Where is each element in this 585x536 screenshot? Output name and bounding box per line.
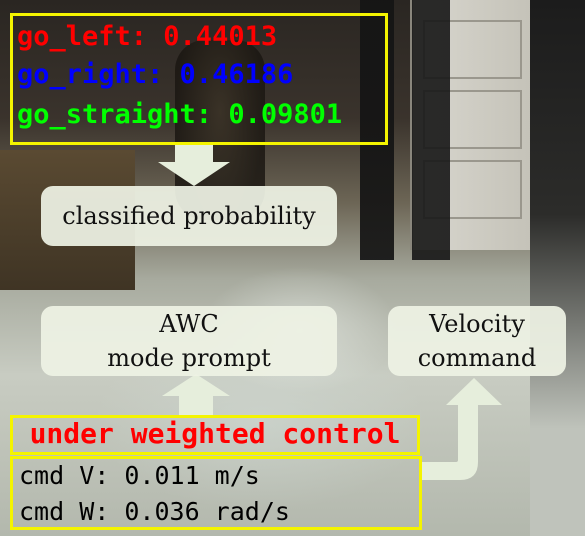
velocity-readout-box: cmd V: 0.011 m/s cmd W: 0.036 rad/s bbox=[10, 456, 422, 530]
cmd-v-readout: cmd V: 0.011 m/s bbox=[19, 461, 260, 490]
person-legs-background bbox=[360, 0, 450, 260]
cmd-w-readout: cmd W: 0.036 rad/s bbox=[19, 497, 290, 526]
classified-probability-label: classified probability bbox=[62, 202, 316, 230]
arrow-to-velocity bbox=[422, 378, 502, 480]
arrow-to-classified bbox=[158, 145, 230, 186]
mode-prompt-label: mode prompt bbox=[107, 344, 271, 372]
classified-probability-panel: classified probability bbox=[41, 186, 337, 246]
go-straight-probability: go_straight: 0.09801 bbox=[17, 99, 343, 130]
go-left-probability: go_left: 0.44013 bbox=[17, 21, 278, 52]
awc-label: AWC bbox=[159, 310, 219, 338]
probability-box: go_left: 0.44013 go_right: 0.46186 go_st… bbox=[10, 13, 388, 145]
wall-background bbox=[530, 0, 585, 536]
arrow-to-awc bbox=[162, 374, 230, 416]
go-right-probability: go_right: 0.46186 bbox=[17, 59, 294, 90]
control-status-text: under weighted control bbox=[29, 417, 401, 450]
velocity-command-panel: Velocity command bbox=[388, 306, 566, 376]
awc-mode-prompt-panel: AWC mode prompt bbox=[41, 306, 337, 376]
velocity-label: Velocity bbox=[429, 310, 525, 338]
command-label: command bbox=[417, 344, 537, 372]
control-status-box: under weighted control bbox=[10, 415, 420, 455]
